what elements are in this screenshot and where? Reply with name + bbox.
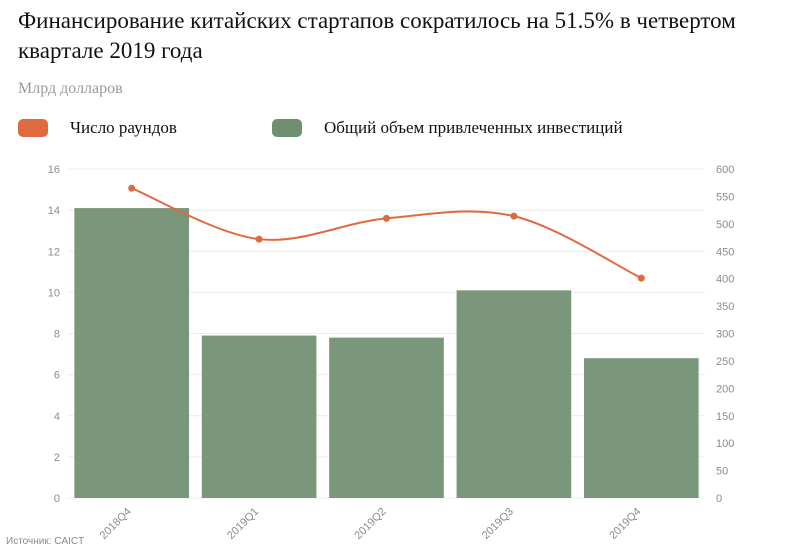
x-tick-label: 2019Q1 — [225, 506, 261, 542]
right-tick-label: 200 — [716, 383, 734, 395]
right-tick-label: 250 — [716, 356, 734, 368]
rounds-point-2018Q4[interactable] — [128, 184, 136, 192]
left-tick-label: 14 — [48, 205, 60, 217]
chart-title: Финансирование китайских стартапов сокра… — [18, 8, 736, 63]
x-tick-label: 2019Q4 — [607, 506, 643, 542]
left-tick-label: 0 — [54, 493, 60, 505]
unit-label: Млрд долларов — [18, 80, 123, 97]
right-axis: 0 50 100 150 200 250 300 350 400 450 500 550 600 — [716, 164, 734, 505]
right-tick-label: 600 — [716, 164, 734, 176]
left-tick-label: 12 — [48, 246, 60, 258]
legend-label-investment: Общий объем привлеченных инвестиций — [324, 118, 623, 137]
bars — [74, 208, 699, 498]
legend-item-investment[interactable]: Общий объем привлеченных инвестиций — [272, 118, 623, 138]
left-tick-label: 2 — [54, 452, 60, 464]
rounds-point-2019Q1[interactable] — [255, 235, 263, 243]
right-tick-label: 400 — [716, 274, 734, 286]
source-note: Источник: CAICT — [6, 536, 85, 547]
rounds-point-2019Q3[interactable] — [510, 212, 518, 220]
right-tick-label: 0 — [716, 493, 722, 505]
bar-2018Q4[interactable] — [74, 208, 190, 498]
rounds-line-series — [128, 184, 645, 282]
left-tick-label: 10 — [48, 287, 60, 299]
rounds-point-2019Q4[interactable] — [637, 274, 645, 282]
bar-2019Q1[interactable] — [201, 335, 317, 498]
legend-swatch-rounds — [18, 119, 48, 137]
left-tick-label: 4 — [54, 411, 60, 423]
x-tick-label: 2019Q2 — [352, 506, 388, 542]
right-tick-label: 500 — [716, 219, 734, 231]
right-tick-label: 150 — [716, 411, 734, 423]
bar-2019Q4[interactable] — [583, 358, 699, 498]
right-tick-label: 100 — [716, 438, 734, 450]
x-tick-label: 2018Q4 — [98, 506, 134, 542]
left-axis: 0 2 4 6 8 10 12 14 16 — [48, 164, 60, 505]
bar-2019Q2[interactable] — [329, 337, 444, 498]
right-tick-label: 50 — [716, 466, 728, 478]
rounds-line — [131, 187, 642, 280]
legend-label-rounds: Число раундов — [70, 118, 177, 137]
right-tick-label: 450 — [716, 246, 734, 258]
bar-2019Q3[interactable] — [456, 290, 572, 498]
left-tick-label: 6 — [54, 370, 60, 382]
x-axis: 2018Q4 2019Q1 2019Q2 2019Q3 2019Q4 — [98, 506, 644, 542]
right-tick-label: 550 — [716, 191, 734, 203]
x-tick-label: 2019Q3 — [480, 506, 516, 542]
legend-swatch-investment — [272, 119, 302, 137]
left-tick-label: 8 — [54, 329, 60, 341]
legend: Число раундов Общий объем привлеченных и… — [18, 118, 788, 142]
legend-item-rounds[interactable]: Число раундов — [18, 118, 177, 138]
rounds-point-2019Q2[interactable] — [383, 214, 390, 222]
right-tick-label: 350 — [716, 301, 734, 313]
left-tick-label: 16 — [48, 164, 60, 176]
right-tick-label: 300 — [716, 329, 734, 341]
